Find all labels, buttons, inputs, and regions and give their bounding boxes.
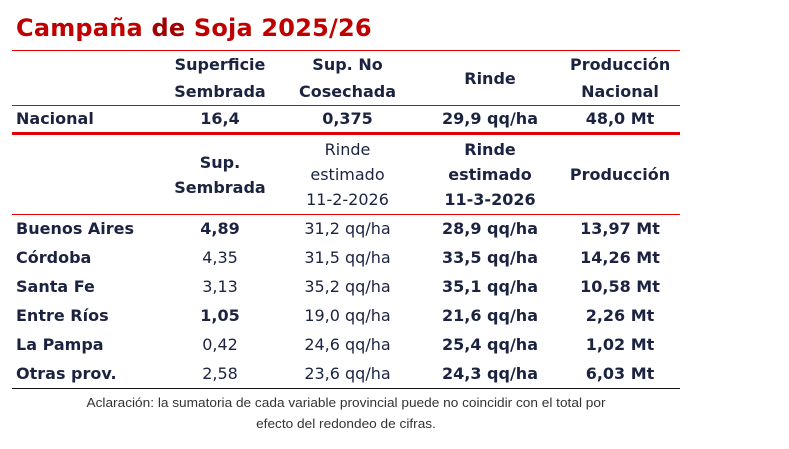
header-line: Rinde: [464, 140, 516, 159]
national-row: Nacional 16,4 0,375 29,9 qq/ha 48,0 Mt: [12, 106, 680, 134]
page-title: Campaña de Soja 2025/26: [16, 14, 372, 42]
national-label: Nacional: [16, 109, 94, 128]
header-line: 11-2-2026: [306, 190, 389, 209]
header-line: estimado: [310, 165, 385, 184]
footnote-line: Aclaración: la sumatoria de cada variabl…: [86, 395, 606, 410]
header-no-cosechada: Sup. No Cosechada: [275, 51, 420, 106]
title-part: de: [151, 14, 194, 42]
header-cell: [12, 51, 165, 106]
header-superficie: Superficie Sembrada: [165, 51, 275, 106]
header-line: Sup.: [199, 152, 241, 172]
sup: 4,89: [200, 219, 240, 239]
province: Santa Fe: [16, 277, 95, 296]
sup: 1,05: [200, 306, 240, 325]
rinde-feb: 31,2 qq/ha: [304, 219, 391, 239]
national-rinde: 29,9 qq/ha: [442, 109, 538, 128]
province: La Pampa: [16, 335, 104, 354]
province-header-row: Sup. Sembrada Rinde estimado 11-2-2026 Rind…: [12, 134, 680, 215]
rinde-feb: 24,6 qq/ha: [304, 335, 391, 354]
province: Córdoba: [16, 248, 92, 267]
header-sup-sembrada: Sup. Sembrada: [165, 134, 275, 215]
header-prod: Producción: [569, 165, 671, 184]
rinde-mar: 21,6 qq/ha: [442, 306, 538, 325]
province: Buenos Aires: [16, 219, 135, 239]
prod: 1,02 Mt: [585, 335, 655, 354]
rinde-mar: 33,5 qq/ha: [442, 248, 538, 267]
table-row: Buenos Aires 4,89 31,2 qq/ha 28,9 qq/ha 13,9…: [12, 215, 680, 244]
footnote: Aclaración: la sumatoria de cada variabl…: [0, 392, 697, 434]
header-produccion: Producción Nacional: [560, 51, 680, 106]
sup: 3,13: [202, 277, 238, 296]
rinde-mar: 24,3 qq/ha: [442, 363, 538, 383]
rinde-mar: 28,9 qq/ha: [442, 219, 538, 239]
national-produccion: 48,0 Mt: [585, 109, 655, 128]
header-line: estimado: [448, 165, 532, 184]
table-row: Otras prov. 2,58 23,6 qq/ha 24,3 qq/ha 6,03 …: [12, 360, 680, 389]
prod: 6,03 Mt: [585, 363, 655, 383]
sup: 4,35: [202, 248, 238, 267]
prod: 13,97 Mt: [580, 219, 660, 239]
title-part: Campaña: [16, 14, 152, 42]
header-rinde: Rinde: [464, 68, 516, 88]
national-no-cosechada: 0,375: [322, 109, 373, 128]
rinde-mar: 25,4 qq/ha: [442, 335, 538, 354]
rinde-feb: 35,2 qq/ha: [304, 277, 391, 296]
sup: 2,58: [202, 363, 238, 383]
rinde-mar: 35,1 qq/ha: [442, 277, 538, 296]
rinde-feb: 23,6 qq/ha: [304, 363, 391, 383]
header-line: 11-3-2026: [444, 190, 536, 209]
table-row: Córdoba 4,35 31,5 qq/ha 33,5 qq/ha 14,26 Mt: [12, 244, 680, 273]
table-row: La Pampa 0,42 24,6 qq/ha 25,4 qq/ha 1,02 Mt: [12, 331, 680, 360]
header-line: Rinde: [324, 140, 371, 159]
empty-header: [12, 134, 165, 215]
header-rinde-mar: Rinde estimado 11-3-2026: [420, 134, 560, 215]
sup: 0,42: [202, 335, 238, 354]
province: Entre Ríos: [16, 306, 109, 325]
national-header-row: Superficie Sembrada Sup. No Cosechada Ri…: [12, 50, 680, 106]
national-superficie: 16,4: [200, 109, 240, 128]
prod: 10,58 Mt: [580, 277, 660, 296]
header-line: Sembrada: [174, 177, 266, 197]
rinde-feb: 31,5 qq/ha: [304, 248, 391, 267]
prod: 2,26 Mt: [585, 306, 655, 325]
header-rinde-feb: Rinde estimado 11-2-2026: [275, 134, 420, 215]
footnote-line: efecto del redondeo de cifras.: [256, 416, 436, 431]
prod: 14,26 Mt: [580, 248, 660, 267]
table-row: Santa Fe 3,13 35,2 qq/ha 35,1 qq/ha 10,58 Mt: [12, 273, 680, 302]
rinde-feb: 19,0 qq/ha: [304, 306, 391, 325]
province: Otras prov.: [16, 363, 117, 383]
header-text: Superficie Sembrada: [174, 55, 266, 101]
soy-campaign-table: Superficie Sembrada Sup. No Cosechada Ri…: [12, 50, 680, 389]
title-part: Soja 2025/26: [193, 14, 372, 42]
table-row: Entre Ríos 1,05 19,0 qq/ha 21,6 qq/ha 2,26 M…: [12, 302, 680, 331]
header-text: Producción Nacional: [570, 55, 671, 101]
header-text: Sup. No Cosechada: [298, 55, 397, 101]
